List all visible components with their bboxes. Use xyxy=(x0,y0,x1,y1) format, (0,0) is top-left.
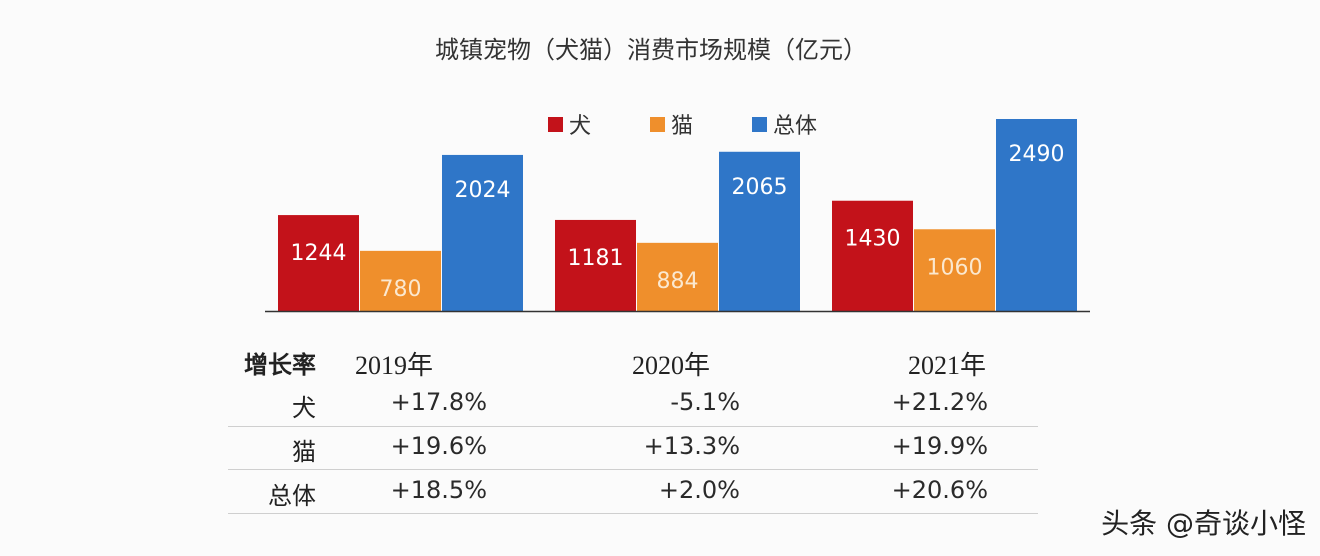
data-label: 780 xyxy=(380,277,422,302)
legend-item-dog: 犬 xyxy=(548,108,591,140)
data-label: 2024 xyxy=(455,178,511,203)
bar-2-1 xyxy=(914,229,995,311)
bar-0-0 xyxy=(278,215,359,311)
chart-title: 城镇宠物（犬猫）消费市场规模（亿元） xyxy=(435,36,867,64)
legend-swatch xyxy=(548,116,563,132)
bar-2-2 xyxy=(996,119,1077,311)
table-cell: +13.3% xyxy=(643,432,740,460)
bar-0-2 xyxy=(442,154,523,311)
data-label: 1060 xyxy=(927,255,983,280)
table-cell: -5.1% xyxy=(670,388,740,416)
legend-item-cat: 猫 xyxy=(650,108,693,140)
table-column-header: 2021年 xyxy=(908,351,987,380)
divider xyxy=(228,469,1038,470)
data-label: 2065 xyxy=(732,175,788,200)
data-label: 1430 xyxy=(845,227,901,252)
table-cell: +18.5% xyxy=(390,476,487,504)
table-cell: +21.2% xyxy=(891,388,988,416)
table-cell: +19.9% xyxy=(891,432,988,460)
divider xyxy=(228,426,1038,427)
table-cell: +2.0% xyxy=(658,476,740,504)
bar-2-0 xyxy=(832,200,913,311)
table-cell: +19.6% xyxy=(390,432,487,460)
bar-chart: 1244 780 2024 1181 884 2065 1430 1060 2490 xyxy=(265,119,1090,313)
table-column-header: 2020年 xyxy=(632,351,711,380)
legend-label: 猫 xyxy=(671,114,694,139)
legend-swatch xyxy=(650,116,665,132)
watermark: 头条 @奇谈小怪 xyxy=(1101,507,1306,540)
legend-swatch xyxy=(752,116,767,132)
legend-item-total: 总体 xyxy=(752,108,817,140)
data-label: 1181 xyxy=(568,246,624,271)
bar-0-1 xyxy=(360,250,441,311)
table-row-label: 总体 xyxy=(268,482,316,510)
data-label: 1244 xyxy=(291,241,347,266)
data-label: 2490 xyxy=(1009,142,1065,167)
legend-label: 总体 xyxy=(773,114,818,139)
legend-label: 犬 xyxy=(569,114,592,139)
table-cell: +17.8% xyxy=(390,388,487,416)
table-column-header: 2019年 xyxy=(355,351,434,380)
table-row-label: 犬 xyxy=(292,394,316,422)
data-label: 884 xyxy=(657,269,699,294)
bar-1-0 xyxy=(555,219,636,311)
table-row-label: 猫 xyxy=(292,438,316,466)
divider xyxy=(228,513,1038,514)
table-cell: +20.6% xyxy=(891,476,988,504)
table-header-label: 增长率 xyxy=(244,351,316,379)
bar-1-2 xyxy=(719,151,800,311)
bar-1-1 xyxy=(637,242,718,311)
